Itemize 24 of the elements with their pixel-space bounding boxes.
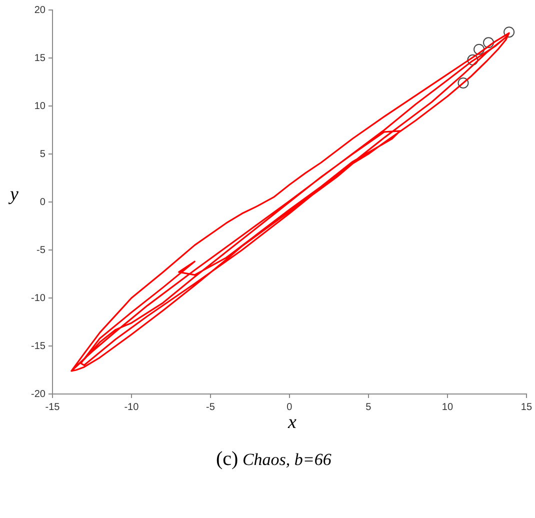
x-tick-label: 0 (286, 402, 293, 413)
y-tick-label: 0 (40, 196, 46, 208)
y-tick-label: -15 (31, 340, 46, 352)
y-tick-label: 15 (34, 52, 46, 64)
x-tick-label: 15 (520, 402, 532, 413)
x-tick-label: 10 (442, 402, 454, 413)
point (474, 44, 485, 55)
y-tick-label: 10 (34, 100, 46, 112)
x-tick-label: 5 (366, 402, 372, 413)
text: Chaos, b=66 (241, 450, 332, 469)
y-tick-label: -20 (31, 388, 46, 400)
point (467, 54, 478, 66)
x-tick-label: -10 (124, 402, 140, 413)
point (458, 77, 469, 88)
y-tick-label: 20 (34, 4, 46, 16)
y-tick-label: -10 (31, 292, 46, 304)
y-axis-title: y (10, 184, 18, 206)
y-tick-label: 5 (40, 148, 46, 160)
text: (c) (216, 448, 238, 470)
point (504, 26, 515, 38)
x-tick-label: -5 (206, 402, 216, 413)
y-tick-label: -5 (36, 244, 46, 256)
x-axis-title: x (288, 412, 296, 434)
point (483, 37, 494, 48)
